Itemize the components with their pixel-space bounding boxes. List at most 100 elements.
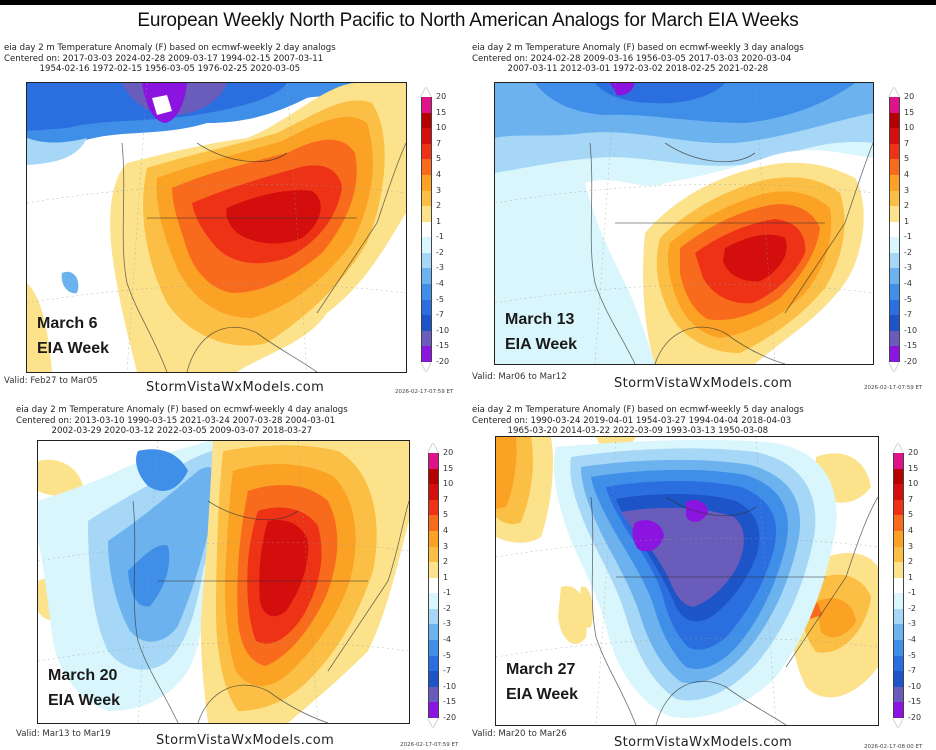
colorbar-tick-label: 4 <box>436 169 442 179</box>
colorbar-tick-label: 10 <box>904 123 915 133</box>
colorbar-swatch <box>889 159 900 176</box>
colorbar-tick-label: 5 <box>904 154 910 164</box>
colorbar-min-arrow <box>889 362 899 372</box>
colorbar-swatch <box>893 515 904 532</box>
colorbar-swatch <box>889 221 900 238</box>
colorbar-tick-label: 1 <box>908 572 914 582</box>
colorbar-swatch <box>428 608 439 625</box>
colorbar-max-arrow <box>428 443 438 453</box>
analog-dates-line2: 1954-02-16 1972-02-15 1956-03-05 1976-02… <box>4 64 301 74</box>
map-field <box>496 437 878 725</box>
colorbar-min-arrow <box>421 362 431 372</box>
colorbar-swatch <box>428 624 439 641</box>
week-label: March 13 EIA Week <box>505 307 577 357</box>
colorbar-tick-label: -4 <box>904 279 912 289</box>
colorbar-legend: 20 15 10 7 5 4 3 2 1 -1 -2 -3 -4 -5 -7 -10 -15 -20 <box>421 87 461 372</box>
week-date: March 13 <box>505 311 575 328</box>
colorbar-tick-label: 10 <box>436 123 447 133</box>
issue-timestamp: 2026-02-17-07:59 ET <box>395 389 454 395</box>
colorbar-tick-label: 4 <box>443 525 449 535</box>
colorbar-swatch <box>421 206 432 223</box>
panel-header: eia day 2 m Temperature Anomaly (F) base… <box>4 43 336 75</box>
valid-range: Valid: Feb27 to Mar05 <box>4 376 98 386</box>
colorbar-swatch <box>428 655 439 672</box>
week-subtitle: EIA Week <box>48 692 121 709</box>
page-title: European Weekly North Pacific to North A… <box>137 10 799 31</box>
colorbar-tick-label: -3 <box>436 263 444 273</box>
colorbar-swatch <box>893 484 904 501</box>
colorbar-swatch <box>428 593 439 610</box>
colorbar-tick-label: -15 <box>436 341 450 351</box>
colorbar-swatch <box>889 268 900 285</box>
week-label: March 27 EIA Week <box>506 657 578 707</box>
colorbar-swatch <box>893 546 904 563</box>
colorbar-tick-label: 3 <box>908 541 914 551</box>
colorbar-tick-label: -4 <box>443 635 451 645</box>
colorbar-swatch <box>893 499 904 516</box>
colorbar-swatch <box>421 252 432 269</box>
colorbar-tick-label: -2 <box>436 247 444 257</box>
colorbar-swatch <box>421 346 432 363</box>
colorbar-swatch <box>889 252 900 269</box>
colorbar-tick-label: 15 <box>904 107 915 117</box>
colorbar-swatch <box>893 655 904 672</box>
colorbar-swatch <box>421 112 432 129</box>
week-date: March 27 <box>506 661 576 678</box>
colorbar-swatch <box>428 530 439 548</box>
week-subtitle: EIA Week <box>505 336 578 353</box>
colorbar-tick-label: -4 <box>908 635 916 645</box>
colorbar-swatch <box>428 686 439 703</box>
colorbar-tick-label: 2 <box>908 557 914 567</box>
colorbar-tick-label: 1 <box>443 572 449 582</box>
colorbar-swatch <box>893 530 904 548</box>
colorbar-tick-label: 5 <box>436 154 442 164</box>
colorbar-swatch <box>893 624 904 641</box>
brand-watermark: StormVistaWxModels.com <box>156 733 335 748</box>
colorbar-tick-label: -1 <box>436 232 444 242</box>
week-subtitle: EIA Week <box>506 686 579 703</box>
colorbar-swatch <box>889 206 900 223</box>
header-title: eia day 2 m Temperature Anomaly (F) base… <box>472 43 804 53</box>
week-label: March 20 EIA Week <box>48 663 120 713</box>
colorbar-tick-label: -3 <box>904 263 912 273</box>
brand-watermark: StormVistaWxModels.com <box>146 380 325 395</box>
colorbar-swatch <box>421 299 432 316</box>
anomaly-map: March 27 EIA Week <box>495 436 879 726</box>
colorbar-max-arrow <box>893 443 903 453</box>
colorbar-swatch <box>893 577 904 594</box>
colorbar-swatch <box>421 174 432 192</box>
valid-range: Valid: Mar06 to Mar12 <box>472 372 567 382</box>
colorbar-tick-label: -7 <box>904 310 912 320</box>
colorbar-swatch <box>893 468 904 485</box>
colorbar-swatch <box>893 453 904 470</box>
colorbar-min-arrow <box>428 718 438 728</box>
colorbar-tick-label: 10 <box>443 479 454 489</box>
header-title: eia day 2 m Temperature Anomaly (F) base… <box>4 43 336 53</box>
colorbar-tick-label: -15 <box>908 697 922 707</box>
map-field <box>38 441 409 723</box>
colorbar-tick-label: -3 <box>443 619 451 629</box>
colorbar-swatch <box>889 174 900 192</box>
colorbar-tick-label: -5 <box>908 650 916 660</box>
colorbar-tick-label: 4 <box>908 525 914 535</box>
colorbar-swatch <box>889 237 900 254</box>
colorbar-swatch <box>421 237 432 254</box>
colorbar-tick-label: 1 <box>904 216 910 226</box>
colorbar-tick-label: -2 <box>443 603 451 613</box>
top-border-bar <box>0 0 936 5</box>
colorbar-tick-label: 10 <box>908 479 919 489</box>
brand-watermark: StormVistaWxModels.com <box>614 376 793 391</box>
colorbar-tick-label: -10 <box>904 325 918 335</box>
colorbar-swatch <box>893 671 904 688</box>
colorbar-swatch <box>428 702 439 719</box>
colorbar-tick-label: 20 <box>436 92 447 101</box>
colorbar-swatch <box>889 190 900 207</box>
colorbar-tick-label: -15 <box>904 341 918 351</box>
colorbar-swatch <box>421 159 432 176</box>
colorbar-swatch <box>889 97 900 114</box>
colorbar-tick-label: 7 <box>908 494 914 504</box>
colorbar-swatch <box>889 128 900 145</box>
colorbar-tick-label: -5 <box>436 294 444 304</box>
colorbar-max-arrow <box>421 87 431 97</box>
colorbar-swatch <box>421 190 432 207</box>
